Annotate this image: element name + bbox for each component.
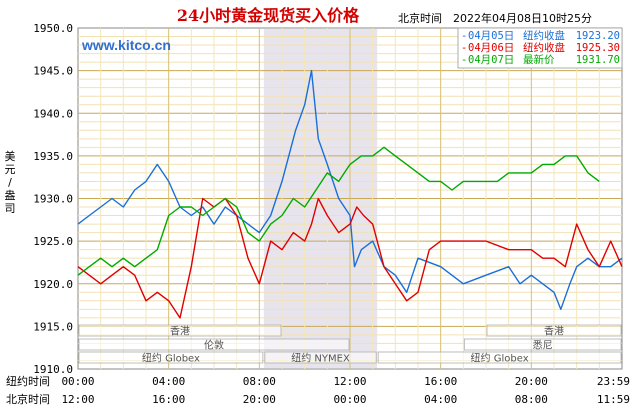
legend-value: 1925.30 [576, 42, 620, 54]
session-bar [377, 351, 622, 364]
session-label: 悉尼 [533, 340, 553, 352]
legend-box [457, 27, 623, 69]
y-tick-label: 1940.0 [33, 107, 73, 120]
y-axis-label: 美元/盎司 [5, 150, 16, 215]
timestamp: 北京时间 2022年04月08日10时25分 [398, 11, 592, 25]
legend-value: 1931.70 [576, 54, 620, 66]
series-line-1 [77, 69, 623, 310]
x-tick-bj: 12:00 [61, 393, 94, 406]
y-axis: 1950.0 1945.0 1940.0 1935.0 1930.0 1925.0 1920… [33, 22, 73, 376]
x-tick-bj: 11:59 [597, 393, 630, 406]
x-tick-bj: 00:00 [333, 393, 366, 406]
legend-date: 04月07日 [468, 54, 514, 66]
x-axis-row1-label: 纽约时间 [6, 374, 50, 388]
x-tick-bj: 08:00 [515, 393, 548, 406]
chart-title: 24小时黄金现货买入价格 [177, 6, 360, 25]
y-tick-label: 1945.0 [33, 65, 73, 78]
session-bar [78, 351, 264, 364]
x-tick-bj: 04:00 [424, 393, 457, 406]
session-label: 纽约 NYMEX [291, 352, 350, 365]
y-label-char: / [8, 176, 12, 189]
legend-marker: - [461, 54, 467, 66]
session-bar [78, 338, 350, 351]
session-label: 伦敦 [204, 339, 224, 352]
x-tick-ny: 23:59 [597, 375, 630, 388]
y-tick-label: 1910.0 [33, 363, 73, 376]
x-tick-bj: 16:00 [152, 393, 185, 406]
x-axis-row1-ticks: 00:00 04:00 08:00 12:00 16:00 20:00 23:59 [61, 375, 630, 388]
legend-date: 04月06日 [468, 42, 514, 54]
y-tick-label: 1950.0 [33, 22, 73, 35]
series-lines [77, 69, 623, 319]
legend: -04月05日 纽约收盘 1923.20 - 04月06日 纽约收盘 1925.30 - 04月… [461, 29, 620, 66]
x-tick-bj: 20:00 [243, 393, 276, 406]
y-tick-label: 1925.0 [33, 235, 73, 248]
session-bar [463, 338, 622, 351]
y-label-char: 盎 [5, 188, 16, 202]
y-label-char: 元 [5, 163, 16, 176]
x-tick-ny: 08:00 [243, 375, 276, 388]
x-axis-row2-ticks: 12:00 16:00 20:00 00:00 04:00 08:00 11:59 [61, 393, 630, 406]
session-label: 纽约 Globex [142, 352, 200, 365]
x-axis-row2-label: 北京时间 [6, 392, 50, 406]
y-tick-label: 1920.0 [33, 278, 73, 291]
session-label: 纽约 Globex [471, 352, 529, 365]
legend-date: 04月05日 [468, 30, 514, 42]
session-bar [486, 324, 622, 337]
legend-marker: - [461, 30, 467, 42]
legend-value: 1923.20 [576, 30, 620, 42]
session-bar [264, 351, 377, 364]
legend-marker: - [461, 42, 467, 54]
y-tick-label: 1930.0 [33, 193, 73, 206]
grid [78, 28, 622, 369]
y-tick-label: 1935.0 [33, 150, 73, 163]
x-tick-ny: 12:00 [333, 375, 366, 388]
x-tick-ny: 20:00 [515, 375, 548, 388]
session-label: 香港 [170, 326, 190, 338]
x-tick-ny: 04:00 [152, 375, 185, 388]
y-tick-label: 1915.0 [33, 320, 73, 333]
session-label: 香港 [544, 326, 564, 338]
x-tick-ny: 16:00 [424, 375, 457, 388]
legend-label: 纽约收盘 [523, 29, 565, 42]
series-line-3 [77, 146, 600, 276]
y-label-char: 美 [5, 150, 16, 163]
legend-label: 最新价 [523, 53, 555, 66]
watermark: www.kitco.cn [81, 37, 171, 53]
x-tick-ny: 00:00 [61, 375, 94, 388]
y-label-char: 司 [5, 202, 16, 215]
legend-label: 纽约收盘 [523, 41, 565, 54]
series-line-2 [77, 197, 623, 319]
session-bar [78, 324, 282, 337]
